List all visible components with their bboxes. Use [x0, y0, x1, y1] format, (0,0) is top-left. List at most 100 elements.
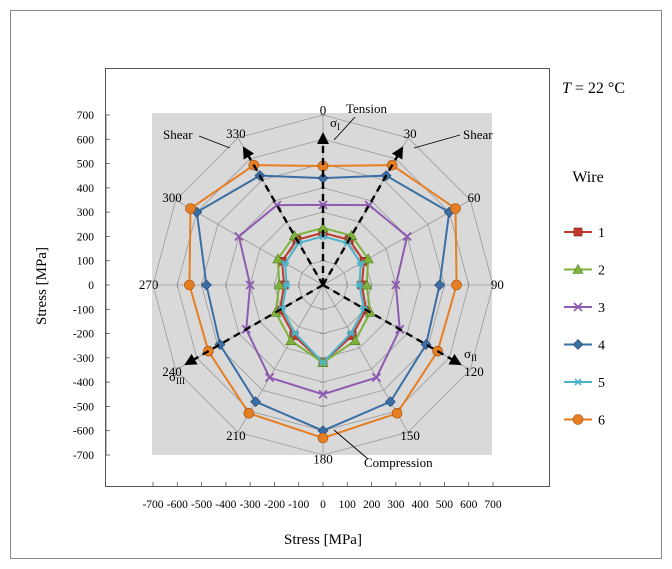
series-4-point: [434, 279, 445, 291]
y-tick-label: -200: [73, 329, 94, 341]
marker-diamond: [434, 279, 445, 291]
series-3-point: [371, 372, 382, 383]
marker-diamond: [384, 396, 396, 408]
angle-label: 180: [313, 451, 333, 466]
series-6-point: [391, 407, 403, 419]
series-2-point: [285, 335, 297, 346]
legend-item-6: 6: [564, 414, 605, 429]
principal-axis-arrow: [322, 283, 462, 366]
x-tick-label: 500: [436, 499, 454, 511]
marker-x: [272, 200, 282, 210]
grid-spoke: [322, 284, 409, 433]
x-tick-label: -200: [264, 499, 285, 511]
legend-title: Wire: [572, 169, 603, 186]
series-5-point: [355, 281, 364, 289]
series-4-point: [250, 396, 262, 408]
series-6-point: [450, 203, 461, 214]
angle-label: 0: [320, 103, 327, 118]
marker-x: [245, 280, 255, 290]
legend-label: 3: [598, 301, 605, 316]
axis-layer: 7006005004003002001000-100-200-300-400-5…: [73, 110, 502, 511]
marker-star: [347, 329, 355, 337]
principal-axis-arrow: [321, 146, 404, 286]
marker-circle: [184, 279, 195, 291]
y-tick-label: 500: [77, 159, 95, 171]
legend-item-1: 1: [564, 226, 605, 241]
series-6-point: [184, 279, 195, 291]
series-4-point: [384, 396, 396, 408]
y-tick-label: 700: [77, 110, 95, 122]
marker-star: [281, 259, 289, 267]
x-tick-label: 600: [460, 499, 478, 511]
legend-marker: [572, 414, 584, 425]
marker-triangle: [346, 229, 358, 240]
x-tick-label: -100: [288, 499, 309, 511]
sigma-1-label: σI: [330, 115, 340, 132]
series-5-point: [291, 329, 300, 337]
marker-x: [573, 302, 583, 312]
tension-leader: [333, 116, 356, 141]
y-tick-label: -700: [73, 450, 94, 462]
y-tick-label: -600: [73, 426, 94, 438]
marker-triangle: [273, 279, 285, 290]
x-tick-label: 0: [320, 499, 326, 511]
marker-star: [319, 359, 327, 367]
x-tick-label: 400: [412, 499, 430, 511]
series-5-point: [281, 259, 290, 267]
marker-x: [391, 280, 401, 290]
series-5-point: [282, 281, 291, 289]
marker-circle: [185, 203, 196, 214]
marker-diamond: [201, 279, 212, 291]
marker-circle: [451, 279, 462, 291]
marker-triangle: [288, 229, 300, 240]
x-tick-label: -700: [142, 499, 163, 511]
legend-label: 2: [598, 264, 605, 279]
shear-left-label: Shear: [163, 127, 193, 142]
angle-label: 330: [226, 126, 246, 141]
series-3-point: [391, 280, 401, 290]
angle-label: 300: [162, 190, 182, 205]
marker-circle: [572, 414, 584, 425]
legend-item-3: 3: [564, 301, 605, 316]
series-5-point: [356, 259, 365, 267]
marker-star: [291, 329, 299, 337]
y-tick-label: 400: [77, 183, 95, 195]
legend-item-2: 2: [564, 264, 605, 279]
shear-left-leader: [198, 135, 231, 149]
series-3-point: [245, 280, 255, 290]
y-tick-label: -400: [73, 377, 94, 389]
marker-x: [371, 372, 382, 383]
marker-circle: [243, 407, 255, 419]
marker-star: [355, 281, 363, 289]
principal-axis-arrow: [184, 283, 324, 366]
marker-star: [360, 305, 368, 313]
marker-diamond: [572, 339, 584, 350]
series-2-point: [273, 279, 285, 290]
series-5-point: [319, 359, 327, 367]
series-6-point: [317, 432, 329, 444]
series-3-point: [318, 200, 328, 210]
legend-label: 1: [598, 226, 605, 241]
legend-marker: [573, 227, 583, 237]
x-tick-label: 100: [339, 499, 357, 511]
legend-marker: [574, 378, 582, 386]
marker-x: [234, 231, 244, 242]
marker-star: [574, 378, 582, 386]
y-axis-title: Stress [MPa]: [34, 247, 50, 325]
y-tick-label: 0: [88, 280, 94, 292]
y-tick-label: -300: [73, 353, 94, 365]
marker-triangle: [285, 335, 297, 346]
marker-triangle: [361, 279, 373, 290]
compression-leader: [333, 429, 369, 460]
marker-diamond: [250, 396, 262, 408]
grid-spoke: [322, 199, 471, 286]
marker-circle: [317, 432, 329, 444]
x-axis-title: Stress [MPa]: [284, 532, 362, 548]
shear-right-leader: [413, 134, 461, 149]
grid-spoke: [237, 284, 324, 433]
legend-marker: [573, 302, 583, 312]
legend-label: 4: [598, 339, 605, 354]
marker-x: [264, 372, 275, 383]
series-2-point: [361, 279, 373, 290]
